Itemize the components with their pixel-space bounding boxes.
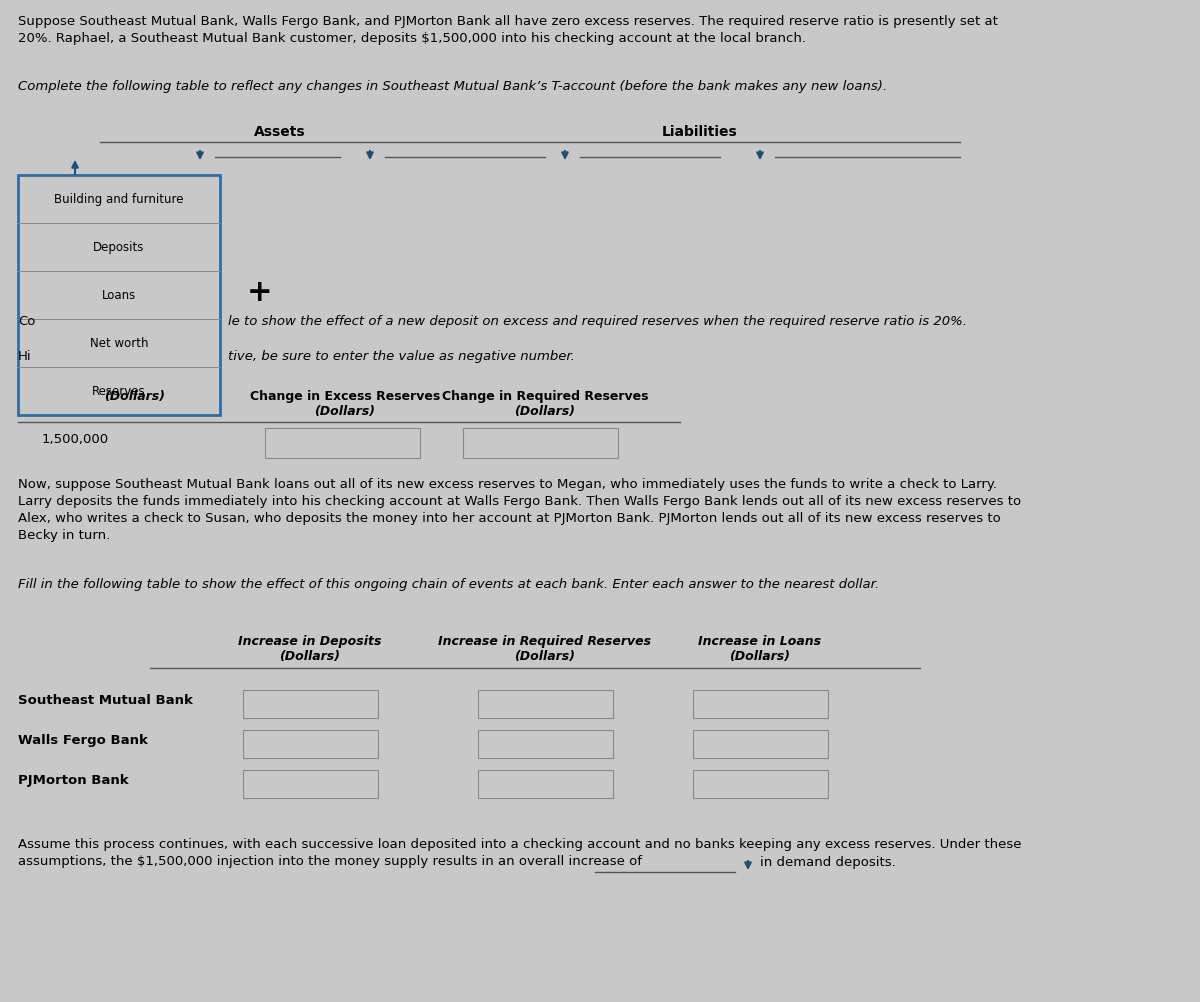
Text: (Dollars): (Dollars) — [730, 650, 791, 663]
Text: Hi: Hi — [18, 350, 31, 363]
Text: Becky in turn.: Becky in turn. — [18, 529, 110, 542]
Text: Suppose Southeast Mutual Bank, Walls Fergo Bank, and PJMorton Bank all have zero: Suppose Southeast Mutual Bank, Walls Fer… — [18, 15, 998, 28]
Text: Assets: Assets — [254, 125, 306, 139]
Text: Building and furniture: Building and furniture — [54, 193, 184, 206]
Text: Change in Required Reserves: Change in Required Reserves — [442, 390, 648, 403]
Bar — [463, 428, 618, 458]
Text: Loans: Loans — [102, 289, 136, 302]
Text: Assume this process continues, with each successive loan deposited into a checki: Assume this process continues, with each… — [18, 838, 1021, 851]
Text: assumptions, the $1,500,000 injection into the money supply results in an overal: assumptions, the $1,500,000 injection in… — [18, 855, 642, 868]
Bar — [478, 770, 613, 798]
Text: Complete the following table to reflect any changes in Southeast Mutual Bank’s T: Complete the following table to reflect … — [18, 80, 887, 93]
Text: in demand deposits.: in demand deposits. — [760, 856, 895, 869]
Text: (Dollars): (Dollars) — [314, 405, 376, 418]
Text: le to show the effect of a new deposit on excess and required reserves when the : le to show the effect of a new deposit o… — [228, 315, 967, 328]
Text: Increase in Required Reserves: Increase in Required Reserves — [438, 635, 652, 648]
Text: Fill in the following table to show the effect of this ongoing chain of events a: Fill in the following table to show the … — [18, 578, 880, 591]
Text: (Dollars): (Dollars) — [515, 405, 576, 418]
Text: (Dollars): (Dollars) — [104, 390, 166, 403]
Text: Change in Excess Reserves: Change in Excess Reserves — [250, 390, 440, 403]
Text: Net worth: Net worth — [90, 337, 149, 350]
Text: Southeast Mutual Bank: Southeast Mutual Bank — [18, 694, 193, 707]
Bar — [478, 690, 613, 718]
Text: Walls Fergo Bank: Walls Fergo Bank — [18, 734, 148, 747]
Text: Increase in Loans: Increase in Loans — [698, 635, 822, 648]
Text: PJMorton Bank: PJMorton Bank — [18, 774, 128, 787]
Text: +: + — [247, 278, 272, 307]
Text: Liabilities: Liabilities — [662, 125, 738, 139]
Text: Increase in Deposits: Increase in Deposits — [239, 635, 382, 648]
Text: Reserves: Reserves — [92, 385, 146, 398]
Bar — [694, 770, 828, 798]
Text: Deposits: Deposits — [94, 241, 145, 254]
Bar — [242, 690, 378, 718]
Bar — [694, 690, 828, 718]
Bar — [242, 770, 378, 798]
Bar — [694, 730, 828, 758]
Text: 1,500,000: 1,500,000 — [42, 433, 108, 446]
Bar — [18, 175, 220, 415]
Text: Now, suppose Southeast Mutual Bank loans out all of its new excess reserves to M: Now, suppose Southeast Mutual Bank loans… — [18, 478, 997, 491]
Text: (Dollars): (Dollars) — [280, 650, 341, 663]
Text: tive, be sure to enter the value as negative number.: tive, be sure to enter the value as nega… — [228, 350, 575, 363]
Text: Larry deposits the funds immediately into his checking account at Walls Fergo Ba: Larry deposits the funds immediately int… — [18, 495, 1021, 508]
Text: 20%. Raphael, a Southeast Mutual Bank customer, deposits $1,500,000 into his che: 20%. Raphael, a Southeast Mutual Bank cu… — [18, 32, 806, 45]
Text: (Dollars): (Dollars) — [515, 650, 576, 663]
Bar — [478, 730, 613, 758]
Bar — [265, 428, 420, 458]
Text: Co: Co — [18, 315, 35, 328]
Bar — [242, 730, 378, 758]
Text: Alex, who writes a check to Susan, who deposits the money into her account at PJ: Alex, who writes a check to Susan, who d… — [18, 512, 1001, 525]
